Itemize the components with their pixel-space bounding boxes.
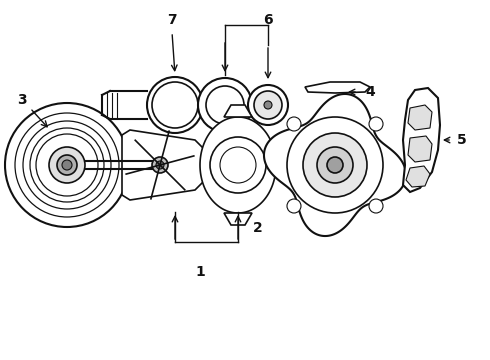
Circle shape bbox=[152, 82, 198, 128]
Polygon shape bbox=[406, 166, 430, 187]
Circle shape bbox=[369, 117, 383, 131]
Circle shape bbox=[49, 147, 85, 183]
Text: 6: 6 bbox=[263, 13, 273, 27]
Circle shape bbox=[264, 101, 272, 109]
Polygon shape bbox=[305, 82, 370, 93]
Polygon shape bbox=[264, 94, 406, 236]
Polygon shape bbox=[224, 105, 252, 117]
Polygon shape bbox=[403, 88, 440, 192]
Circle shape bbox=[248, 85, 288, 125]
Polygon shape bbox=[224, 213, 252, 225]
Text: 2: 2 bbox=[253, 221, 263, 235]
Circle shape bbox=[303, 133, 367, 197]
Circle shape bbox=[254, 91, 282, 119]
Circle shape bbox=[152, 157, 168, 173]
Circle shape bbox=[369, 199, 383, 213]
Text: 5: 5 bbox=[457, 133, 467, 147]
Text: 7: 7 bbox=[167, 13, 177, 27]
Circle shape bbox=[287, 117, 383, 213]
Polygon shape bbox=[408, 136, 432, 162]
Circle shape bbox=[327, 157, 343, 173]
Polygon shape bbox=[122, 130, 205, 200]
Circle shape bbox=[57, 155, 77, 175]
Circle shape bbox=[287, 117, 301, 131]
Polygon shape bbox=[200, 117, 276, 213]
Circle shape bbox=[317, 147, 353, 183]
Circle shape bbox=[156, 161, 164, 169]
Text: 3: 3 bbox=[17, 93, 27, 107]
Text: 1: 1 bbox=[195, 265, 205, 279]
Circle shape bbox=[5, 103, 129, 227]
Circle shape bbox=[147, 77, 203, 133]
Circle shape bbox=[198, 78, 252, 132]
Circle shape bbox=[210, 137, 266, 193]
Polygon shape bbox=[408, 105, 432, 130]
Circle shape bbox=[62, 160, 72, 170]
Circle shape bbox=[287, 199, 301, 213]
Circle shape bbox=[206, 86, 244, 124]
Text: 4: 4 bbox=[365, 85, 375, 99]
